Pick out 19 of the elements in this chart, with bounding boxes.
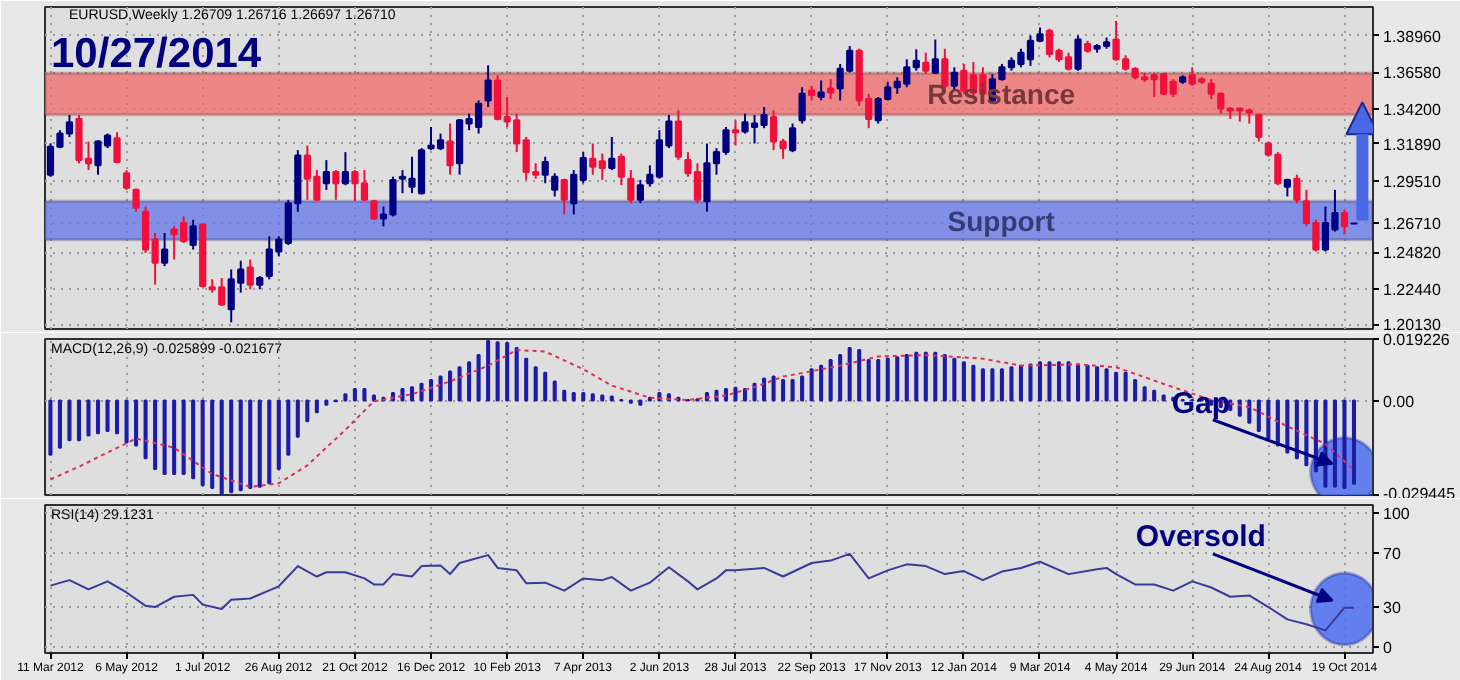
y-tick-label: 70 <box>1383 545 1402 564</box>
y-tick-label: 0 <box>1383 638 1393 657</box>
y-tick-label: 0.00 <box>1383 392 1416 411</box>
y-tick-label: 1.38960 <box>1383 27 1442 46</box>
y-tick-label: 1.24820 <box>1383 244 1442 263</box>
text: 10/27/2014 <box>51 31 262 77</box>
y-tick-label: 0.019226 <box>1383 331 1451 349</box>
y-tick-label: 1.20130 <box>1383 316 1442 335</box>
y-tick-label: 100 <box>1383 504 1411 523</box>
y-tick-label: 1.31890 <box>1383 135 1442 154</box>
annotation: Gap <box>1171 386 1231 421</box>
band-label: Support <box>947 204 1056 237</box>
annotation: Oversold <box>1135 520 1266 555</box>
y-tick-label: 1.26710 <box>1383 215 1442 234</box>
y-tick-label: 1.36580 <box>1383 64 1442 83</box>
y-tick-label: 30 <box>1383 598 1402 617</box>
y-tick-label: 1.34200 <box>1383 100 1442 119</box>
y-tick-label: 1.22440 <box>1383 280 1442 299</box>
y-tick-label: 1.29510 <box>1383 172 1442 191</box>
